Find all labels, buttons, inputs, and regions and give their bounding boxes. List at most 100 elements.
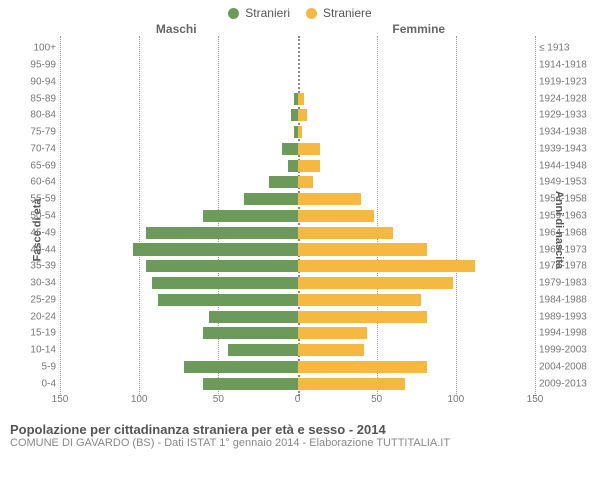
male-half bbox=[60, 57, 298, 74]
x-tick-label: 50 bbox=[371, 394, 382, 405]
bar-male bbox=[228, 344, 298, 356]
bar-female bbox=[298, 260, 475, 272]
side-title-left: Maschi bbox=[55, 22, 298, 36]
pyramid-row: 60-641949-1953 bbox=[60, 174, 535, 191]
age-label: 70-74 bbox=[30, 143, 56, 154]
birth-year-label: 2004-2008 bbox=[539, 361, 587, 372]
birth-year-label: 1974-1978 bbox=[539, 261, 587, 272]
bar-female bbox=[298, 311, 428, 323]
pyramid-row: 10-141999-2003 bbox=[60, 342, 535, 359]
male-half bbox=[60, 291, 298, 308]
male-half bbox=[60, 90, 298, 107]
chart-area: Fasce di età Anni di nascita 100+≤ 19139… bbox=[10, 40, 590, 420]
bar-female bbox=[298, 93, 304, 105]
legend-item-female: Straniere bbox=[306, 6, 372, 20]
male-half bbox=[60, 40, 298, 57]
pyramid-row: 55-591954-1958 bbox=[60, 191, 535, 208]
bar-female bbox=[298, 210, 374, 222]
chart-footer: Popolazione per cittadinanza straniera p… bbox=[0, 420, 600, 449]
x-tick-label: 0 bbox=[295, 394, 301, 405]
birth-year-label: 1989-1993 bbox=[539, 311, 587, 322]
pyramid-row: 95-991914-1918 bbox=[60, 57, 535, 74]
male-half bbox=[60, 74, 298, 91]
bar-female bbox=[298, 193, 361, 205]
bar-male bbox=[203, 378, 298, 390]
bar-male bbox=[282, 143, 298, 155]
bar-male bbox=[269, 176, 298, 188]
female-half bbox=[298, 291, 536, 308]
pyramid-row: 100+≤ 1913 bbox=[60, 40, 535, 57]
male-half bbox=[60, 358, 298, 375]
age-label: 50-54 bbox=[30, 210, 56, 221]
female-half bbox=[298, 107, 536, 124]
bar-female bbox=[298, 243, 428, 255]
female-half bbox=[298, 74, 536, 91]
age-label: 45-49 bbox=[30, 227, 56, 238]
male-half bbox=[60, 107, 298, 124]
female-half bbox=[298, 208, 536, 225]
age-label: 35-39 bbox=[30, 261, 56, 272]
male-half bbox=[60, 342, 298, 359]
female-half bbox=[298, 275, 536, 292]
age-label: 55-59 bbox=[30, 194, 56, 205]
pyramid-row: 30-341979-1983 bbox=[60, 275, 535, 292]
female-half bbox=[298, 90, 536, 107]
legend-swatch-female bbox=[306, 8, 317, 19]
x-tick-label: 100 bbox=[131, 394, 148, 405]
male-half bbox=[60, 157, 298, 174]
male-half bbox=[60, 375, 298, 392]
side-titles: Maschi Femmine bbox=[0, 22, 600, 36]
bar-female bbox=[298, 344, 365, 356]
bar-male bbox=[203, 210, 298, 222]
bar-female bbox=[298, 361, 428, 373]
female-half bbox=[298, 174, 536, 191]
bar-female bbox=[298, 176, 314, 188]
pyramid-row: 35-391974-1978 bbox=[60, 258, 535, 275]
plot: 100+≤ 191395-991914-191890-941919-192385… bbox=[60, 40, 535, 392]
x-tick-label: 50 bbox=[213, 394, 224, 405]
pyramid-row: 50-541959-1963 bbox=[60, 208, 535, 225]
male-half bbox=[60, 124, 298, 141]
bar-male bbox=[146, 227, 298, 239]
age-label: 90-94 bbox=[30, 76, 56, 87]
bar-male bbox=[146, 260, 298, 272]
male-half bbox=[60, 308, 298, 325]
male-half bbox=[60, 325, 298, 342]
birth-year-label: 1994-1998 bbox=[539, 328, 587, 339]
pyramid-row: 0-42009-2013 bbox=[60, 375, 535, 392]
legend-item-male: Stranieri bbox=[228, 6, 290, 20]
male-half bbox=[60, 191, 298, 208]
birth-year-label: ≤ 1913 bbox=[539, 43, 570, 54]
pyramid-row: 75-791934-1938 bbox=[60, 124, 535, 141]
female-half bbox=[298, 224, 536, 241]
birth-year-label: 1919-1923 bbox=[539, 76, 587, 87]
age-label: 95-99 bbox=[30, 60, 56, 71]
chart-subtitle: COMUNE DI GAVARDO (BS) - Dati ISTAT 1° g… bbox=[10, 437, 590, 449]
age-label: 20-24 bbox=[30, 311, 56, 322]
bar-female bbox=[298, 378, 406, 390]
age-label: 15-19 bbox=[30, 328, 56, 339]
birth-year-label: 2009-2013 bbox=[539, 378, 587, 389]
pyramid-row: 15-191994-1998 bbox=[60, 325, 535, 342]
female-half bbox=[298, 241, 536, 258]
birth-year-label: 1964-1968 bbox=[539, 227, 587, 238]
birth-year-label: 1959-1963 bbox=[539, 210, 587, 221]
x-tick-label: 150 bbox=[527, 394, 544, 405]
pyramid-row: 90-941919-1923 bbox=[60, 74, 535, 91]
female-half bbox=[298, 124, 536, 141]
age-label: 60-64 bbox=[30, 177, 56, 188]
pyramid-row: 80-841929-1933 bbox=[60, 107, 535, 124]
age-label: 40-44 bbox=[30, 244, 56, 255]
age-label: 100+ bbox=[33, 43, 56, 54]
age-label: 75-79 bbox=[30, 127, 56, 138]
bar-female bbox=[298, 277, 453, 289]
x-axis: 15010050050100150 bbox=[60, 394, 535, 410]
pyramid-row: 65-691944-1948 bbox=[60, 157, 535, 174]
pyramid-row: 70-741939-1943 bbox=[60, 141, 535, 158]
x-tick-label: 150 bbox=[52, 394, 69, 405]
legend-label-male: Stranieri bbox=[245, 6, 290, 20]
birth-year-label: 1929-1933 bbox=[539, 110, 587, 121]
age-label: 10-14 bbox=[30, 345, 56, 356]
pyramid-row: 25-291984-1988 bbox=[60, 291, 535, 308]
age-label: 80-84 bbox=[30, 110, 56, 121]
